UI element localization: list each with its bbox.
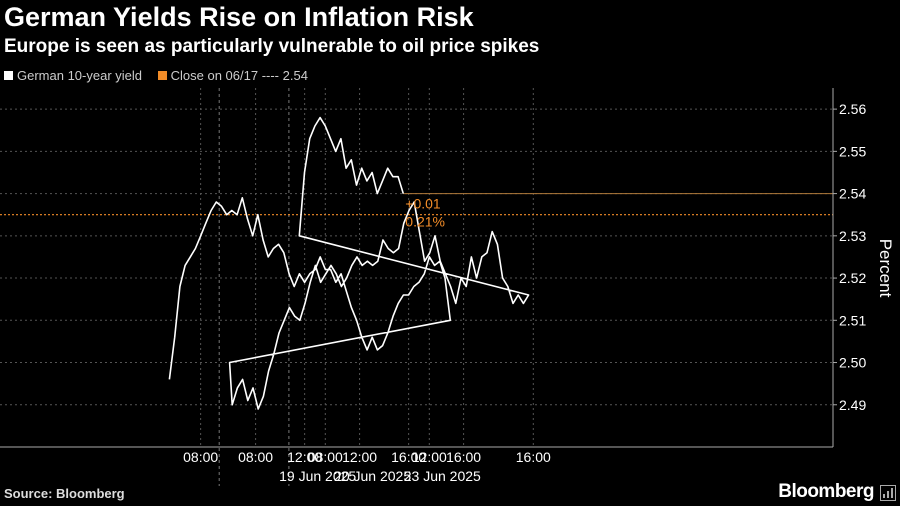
session-date-label: 19 Jun 2025 — [279, 468, 356, 484]
y-tick-label: 2.51 — [839, 312, 866, 328]
legend-label-yield: German 10-year yield — [17, 68, 142, 83]
chart-legend: German 10-year yield Close on 06/17 ----… — [4, 68, 320, 83]
x-tick-label: 16:00 — [446, 449, 481, 465]
grid-layer — [0, 88, 833, 486]
x-tick-label: 12:00 — [342, 449, 377, 465]
chart-icon — [880, 485, 896, 501]
legend-item-close: Close on 06/17 ---- 2.54 — [157, 68, 308, 83]
x-tick-label: 08:00 — [308, 449, 343, 465]
y-tick-label: 2.56 — [839, 101, 866, 117]
change-annotation: +0.01 — [405, 196, 441, 212]
y-tick-label: 2.50 — [839, 355, 866, 371]
legend-label-close: Close on 06/17 ---- 2.54 — [170, 68, 308, 83]
y-axis-label: Percent — [876, 239, 895, 298]
bloomberg-logo: Bloomberg — [778, 481, 874, 502]
x-tick-label: 12:00 — [287, 449, 322, 465]
y-tick-label: 2.52 — [839, 270, 866, 286]
source-note: Source: Bloomberg — [4, 486, 125, 501]
legend-swatch-close — [157, 71, 167, 80]
session-date-label: 20 Jun 2025 — [334, 468, 411, 484]
y-tick-label: 2.54 — [839, 186, 866, 202]
change-pct-annotation: 0.21% — [405, 214, 445, 230]
x-tick-label: 08:00 — [183, 449, 218, 465]
yield-series-line — [168, 116, 530, 410]
chart-title: German Yields Rise on Inflation Risk — [4, 2, 474, 32]
x-tick-label: 08:00 — [238, 449, 273, 465]
series-layer — [168, 116, 530, 410]
y-tick-label: 2.49 — [839, 397, 866, 413]
x-tick-label: 16:00 — [391, 449, 426, 465]
y-tick-label: 2.55 — [839, 143, 866, 159]
x-tick-label: 16:00 — [516, 449, 551, 465]
session-date-label: 23 Jun 2025 — [404, 468, 481, 484]
x-tick-label: 12:00 — [412, 449, 447, 465]
y-tick-label: 2.53 — [839, 228, 866, 244]
chart-subtitle: Europe is seen as particularly vulnerabl… — [4, 36, 540, 57]
legend-item-yield: German 10-year yield — [4, 68, 142, 83]
legend-swatch-yield — [4, 71, 13, 80]
